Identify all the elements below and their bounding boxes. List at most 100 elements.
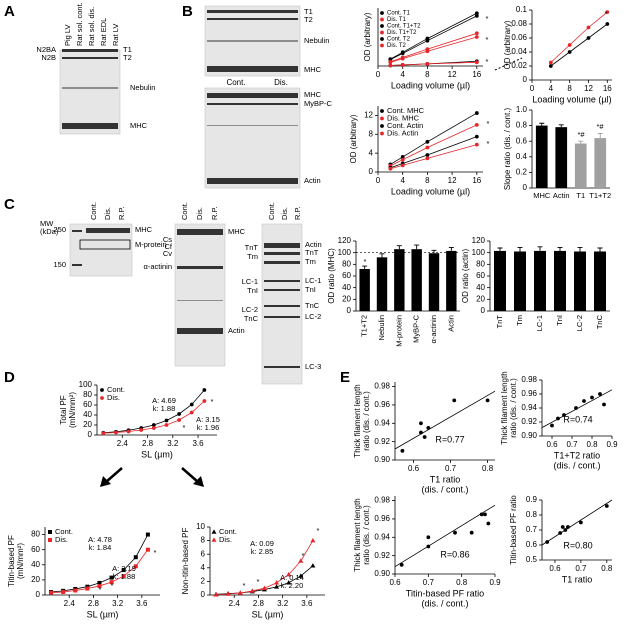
marker bbox=[380, 109, 384, 113]
marker bbox=[566, 525, 570, 529]
panel-label: B bbox=[182, 3, 193, 20]
annotation: * bbox=[183, 423, 186, 432]
y-tick-label: 0.04 bbox=[511, 47, 527, 56]
marker bbox=[474, 60, 479, 65]
marker bbox=[425, 139, 430, 144]
annotation: * bbox=[111, 581, 114, 590]
y-tick-label: 0.90 bbox=[374, 569, 390, 578]
band-label: MHC bbox=[304, 90, 322, 99]
series-line bbox=[390, 12, 478, 60]
legend-label: Dis. bbox=[219, 535, 232, 544]
y-tick-label: 60 bbox=[342, 271, 351, 280]
marker bbox=[151, 423, 156, 427]
marker bbox=[211, 537, 217, 542]
marker bbox=[425, 61, 430, 66]
marker bbox=[422, 435, 427, 439]
lane-label: Dis. bbox=[103, 207, 112, 220]
bar bbox=[428, 253, 440, 311]
band-label: TnI bbox=[247, 286, 258, 295]
bar bbox=[359, 269, 370, 311]
x-tick-label: MyBP-C bbox=[412, 314, 421, 343]
y-tick-label: 0.96 bbox=[521, 389, 537, 398]
marker bbox=[380, 131, 384, 136]
band-label: Nebulin bbox=[304, 36, 329, 45]
marker bbox=[213, 592, 219, 597]
marker bbox=[101, 431, 106, 436]
marker bbox=[249, 588, 255, 593]
bar bbox=[494, 250, 506, 311]
marker bbox=[598, 392, 602, 396]
annotation: * bbox=[487, 119, 490, 128]
x-tick-label: 0.7 bbox=[575, 564, 587, 573]
x-tick-label: 0.6 bbox=[549, 564, 561, 573]
marker bbox=[211, 529, 217, 534]
y-tick-label: 0.6 bbox=[526, 540, 538, 549]
x-tick-label: 0.6 bbox=[389, 578, 401, 587]
arrow bbox=[100, 467, 204, 487]
annotation: k: 2.20 bbox=[281, 581, 304, 590]
marker bbox=[400, 163, 405, 168]
y-tick-label: 0.94 bbox=[374, 418, 390, 427]
marker bbox=[139, 428, 144, 432]
marker bbox=[126, 429, 131, 434]
gel bbox=[69, 223, 133, 277]
y-tick-label: 0.2 bbox=[516, 168, 528, 177]
annotation: A: 3.15 bbox=[196, 415, 220, 424]
legend-label: Cont. T2 bbox=[387, 37, 411, 43]
series-line bbox=[390, 144, 477, 170]
band-label: Actin bbox=[305, 240, 322, 249]
annotation: * bbox=[302, 551, 305, 560]
lane-label: Rat LV bbox=[111, 24, 120, 46]
marker bbox=[145, 532, 150, 537]
band-label: Actin bbox=[304, 176, 321, 185]
x-tick-label: LC-2 bbox=[575, 315, 584, 331]
marker bbox=[380, 43, 384, 48]
y-axis-label: Thick filament length bbox=[353, 384, 362, 457]
marker bbox=[474, 14, 479, 18]
band-label: Cv bbox=[163, 249, 172, 258]
y-tick-label: 0.98 bbox=[521, 375, 537, 384]
band-label: TnI bbox=[305, 285, 316, 294]
lane-label: R.P. bbox=[293, 206, 302, 220]
x-tick-label: 8 bbox=[425, 176, 430, 185]
panel-label: D bbox=[4, 369, 15, 386]
band-label: Nebulin bbox=[130, 83, 155, 92]
x-axis-label: Loading volume (µl) bbox=[391, 186, 470, 196]
series-line bbox=[390, 15, 478, 61]
x-tick-label: 0.9 bbox=[489, 578, 501, 587]
y-tick-label: 0.98 bbox=[374, 382, 390, 391]
marker bbox=[582, 399, 586, 403]
marker bbox=[426, 535, 431, 540]
x-tick-label: Tm bbox=[515, 315, 524, 326]
y-tick-label: 0.90 bbox=[374, 455, 390, 464]
y-tick-label: 0.7 bbox=[526, 525, 538, 534]
x-tick-label: T1+T2 bbox=[589, 191, 611, 200]
band-label: LC-1 bbox=[305, 276, 321, 285]
x-tick-label: T1+T2 bbox=[360, 315, 369, 337]
band-label: MHC bbox=[135, 225, 153, 234]
x-tick-label: 0 bbox=[376, 70, 381, 79]
y-tick-label: 0.4 bbox=[516, 152, 528, 161]
series-line bbox=[390, 61, 477, 66]
x-tick-label: 0.8 bbox=[482, 464, 494, 473]
y-tick-label: 80 bbox=[342, 259, 351, 268]
y-tick-label: 40 bbox=[31, 560, 40, 569]
annotation: R=0.77 bbox=[435, 434, 464, 444]
error-bar bbox=[362, 265, 368, 269]
x-tick-label: LC-1 bbox=[535, 315, 544, 331]
lane-label: Cont. bbox=[226, 78, 245, 87]
marker bbox=[388, 57, 393, 62]
x-tick-label: α-actinin bbox=[429, 315, 438, 344]
marker bbox=[602, 402, 606, 407]
lane-label: R.P. bbox=[117, 206, 126, 220]
x-tick-label: 3.6 bbox=[136, 599, 148, 608]
series-line bbox=[390, 112, 478, 165]
marker bbox=[109, 575, 114, 580]
y-tick-label: 0.9 bbox=[526, 495, 538, 504]
y-tick-label: 0.96 bbox=[374, 514, 390, 523]
y-tick-label: 8 bbox=[369, 129, 374, 138]
marker bbox=[85, 586, 90, 591]
marker bbox=[164, 423, 169, 427]
x-axis-label: T1 ratio bbox=[562, 574, 593, 584]
gel bbox=[204, 5, 301, 77]
